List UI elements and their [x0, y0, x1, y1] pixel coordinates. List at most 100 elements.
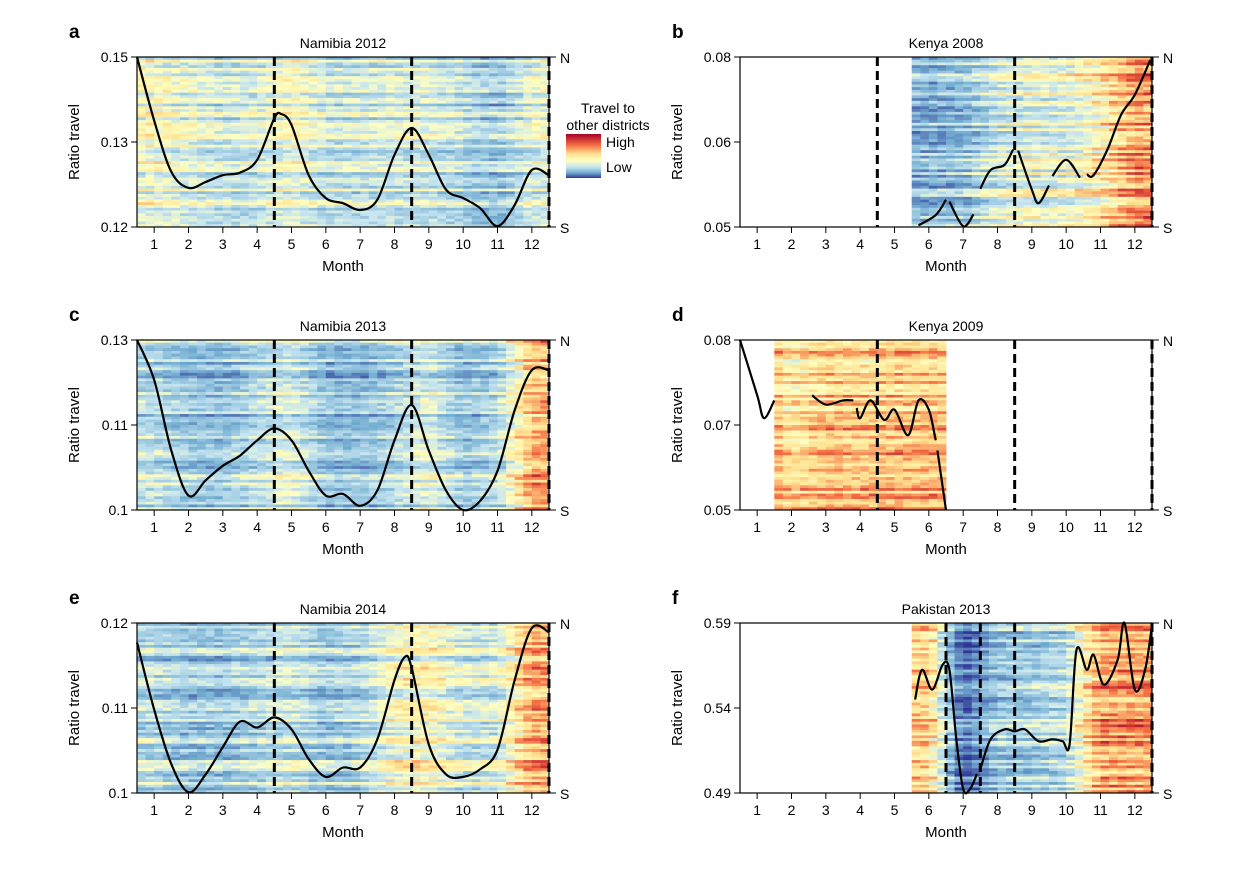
x-tick-label: 12: [524, 236, 540, 252]
heatmap-cell: [395, 161, 404, 164]
heatmap-cell: [963, 73, 972, 76]
heatmap-cell: [998, 62, 1007, 65]
heatmap-cell: [386, 200, 395, 203]
heatmap-cell: [472, 117, 481, 120]
heatmap-cell: [463, 189, 472, 192]
heatmap-cell: [420, 123, 429, 126]
heatmap-cell: [240, 180, 249, 183]
heatmap-cell: [980, 109, 989, 112]
heatmap-cell: [955, 145, 964, 148]
heatmap-cell: [446, 90, 455, 93]
heatmap-cell: [963, 147, 972, 150]
heatmap-cell: [437, 200, 446, 203]
heatmap-cell: [1092, 180, 1101, 183]
heatmap-cell: [326, 145, 335, 148]
heatmap-cell: [937, 65, 946, 68]
heatmap-cell: [154, 139, 163, 142]
heatmap-cell: [317, 101, 326, 104]
heatmap-cell: [489, 147, 498, 150]
heatmap-cell: [377, 82, 386, 85]
heatmap-cell: [532, 178, 541, 181]
heatmap-cell: [249, 73, 258, 76]
heatmap-cell: [326, 126, 335, 129]
heatmap-cell: [1109, 82, 1118, 85]
heatmap-cell: [437, 194, 446, 197]
y-tick-label: 0.06: [704, 134, 731, 150]
heatmap-cell: [1109, 73, 1118, 76]
heatmap-cell: [137, 213, 146, 216]
heatmap-cell: [334, 65, 343, 68]
heatmap-cell: [257, 219, 266, 222]
heatmap-cell: [309, 71, 318, 74]
heatmap-cell: [189, 175, 198, 178]
heatmap-cell: [292, 178, 301, 181]
heatmap-cell: [249, 137, 258, 140]
heatmap-cell: [240, 153, 249, 156]
heatmap-cell: [257, 60, 266, 63]
heatmap-cell: [334, 71, 343, 74]
heatmap-cell: [498, 191, 507, 194]
heatmap-cell: [146, 153, 155, 156]
heatmap-cell: [360, 189, 369, 192]
heatmap-cell: [946, 87, 955, 90]
heatmap-cell: [146, 398, 155, 401]
heatmap-cell: [1066, 194, 1075, 197]
heatmap-cell: [912, 169, 921, 172]
heatmap-cell: [154, 191, 163, 194]
heatmap-cell: [920, 62, 929, 65]
heatmap-cell: [1083, 131, 1092, 134]
heatmap-cell: [292, 219, 301, 222]
heatmap-cell: [972, 161, 981, 164]
heatmap-cell: [1109, 98, 1118, 101]
heatmap-cell: [206, 200, 215, 203]
heatmap-cell: [963, 189, 972, 192]
heatmap-cell: [206, 131, 215, 134]
heatmap-cell: [1126, 109, 1135, 112]
heatmap-cell: [206, 104, 215, 107]
heatmap-cell: [532, 115, 541, 118]
heatmap-cell: [515, 211, 524, 214]
heatmap-cell: [480, 101, 489, 104]
heatmap-cell: [197, 194, 206, 197]
heatmap-cell: [1032, 175, 1041, 178]
heatmap-cell: [1101, 216, 1110, 219]
heatmap-cell: [240, 189, 249, 192]
heatmap-cell: [1075, 189, 1084, 192]
heatmap-cell: [1006, 82, 1015, 85]
heatmap-cell: [1135, 109, 1144, 112]
heatmap-cell: [369, 73, 378, 76]
heatmap-cell: [498, 65, 507, 68]
heatmap-cell: [1049, 205, 1058, 208]
heatmap-cell: [352, 172, 361, 175]
heatmap-cell: [980, 93, 989, 96]
heatmap-cell: [472, 123, 481, 126]
heatmap-cell: [180, 153, 189, 156]
heatmap-cell: [540, 150, 549, 153]
heatmap-cell: [1040, 76, 1049, 79]
heatmap-cell: [920, 117, 929, 120]
heatmap-cell: [292, 90, 301, 93]
heatmap-cell: [137, 373, 146, 376]
heatmap-cell: [369, 175, 378, 178]
heatmap-cell: [989, 189, 998, 192]
heatmap-cell: [369, 62, 378, 65]
heatmap-cell: [317, 172, 326, 175]
heatmap-cell: [360, 120, 369, 123]
heatmap-cell: [137, 161, 146, 164]
heatmap-cell: [231, 137, 240, 140]
heatmap-cell: [498, 139, 507, 142]
heatmap-cell: [1058, 101, 1067, 104]
heatmap-cell: [472, 161, 481, 164]
heatmap-cell: [309, 137, 318, 140]
heatmap-cell: [937, 112, 946, 115]
heatmap-cell: [489, 112, 498, 115]
heatmap-cell: [920, 139, 929, 142]
heatmap-cell: [989, 197, 998, 200]
heatmap-cell: [1032, 120, 1041, 123]
heatmap-cell: [146, 202, 155, 205]
heatmap-cell: [463, 208, 472, 211]
heatmap-cell: [523, 90, 532, 93]
heatmap-cell: [429, 147, 438, 150]
heatmap-cell: [395, 90, 404, 93]
